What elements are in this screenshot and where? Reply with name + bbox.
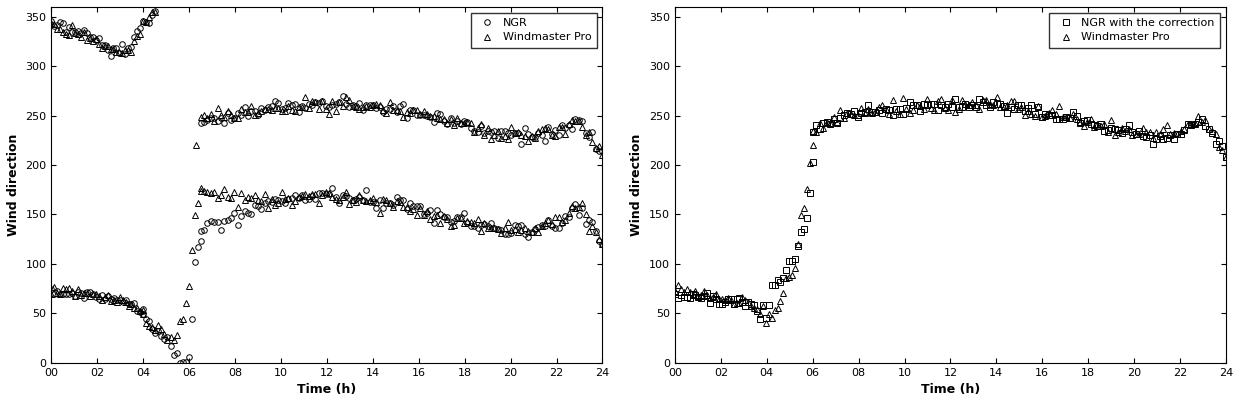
Y-axis label: Wind direction: Wind direction [7,134,20,236]
X-axis label: Time (h): Time (h) [921,383,980,396]
X-axis label: Time (h): Time (h) [298,383,357,396]
Y-axis label: Wind direction: Wind direction [630,134,644,236]
Legend: NGR with the correction, Windmaster Pro: NGR with the correction, Windmaster Pro [1049,12,1220,48]
Legend: NGR, Windmaster Pro: NGR, Windmaster Pro [470,12,596,48]
